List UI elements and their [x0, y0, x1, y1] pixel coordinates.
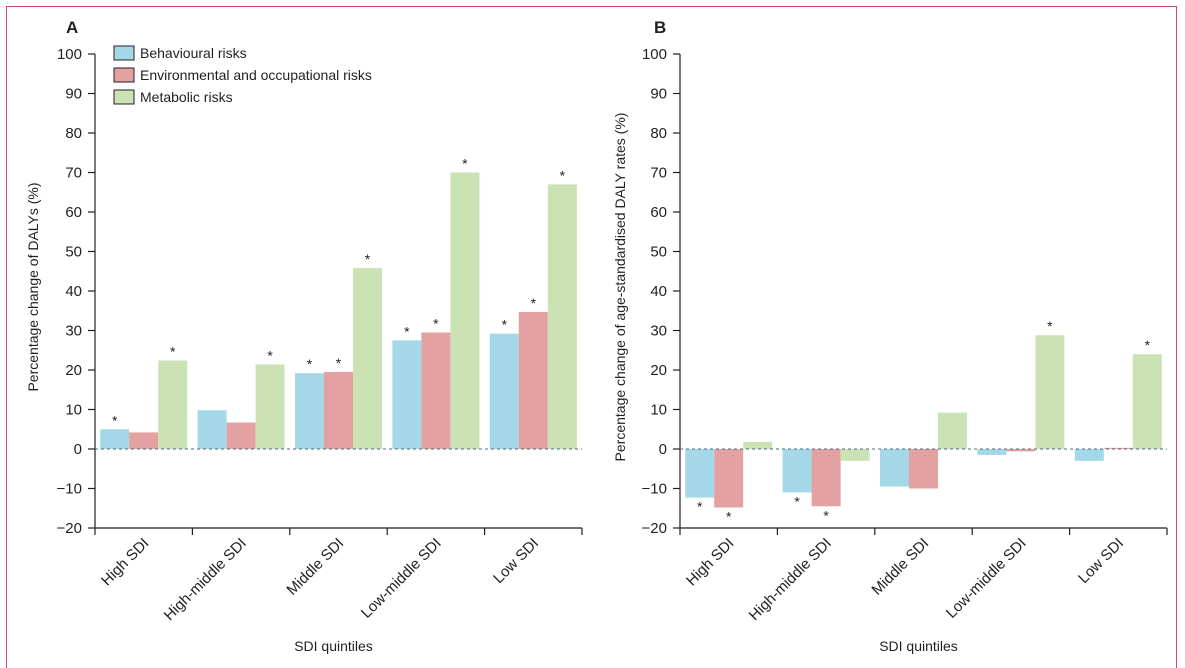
panel-a-x-tick-label: Middle SDI	[283, 535, 347, 599]
panel-b-significance-star: *	[1047, 318, 1053, 334]
panel-b-bar	[1103, 447, 1133, 449]
panel-b-bar	[1132, 354, 1162, 449]
panel-a-y-tick-label: 100	[57, 46, 82, 63]
panel-b-letter: B	[654, 18, 666, 37]
panel-b-y-tick-label: −20	[642, 520, 667, 537]
panel-b-x-tick-label: High SDI	[683, 535, 737, 589]
panel-b-y-tick-label: 80	[650, 125, 667, 142]
panel-b-y-tick-label: 90	[650, 86, 667, 103]
panel-b-bar	[811, 449, 841, 507]
panel-a-bar	[450, 172, 480, 449]
panel-a-significance-star: *	[531, 295, 537, 311]
panel-b-significance-star: *	[1145, 337, 1151, 353]
panel-a-bar	[324, 371, 353, 449]
panel-a-significance-star: *	[462, 156, 468, 172]
panel-a-significance-star: *	[560, 167, 566, 183]
panel-b-y-tick-label: 100	[642, 46, 667, 63]
panel-b-bar	[685, 449, 715, 498]
panel-b-bar	[1035, 335, 1065, 449]
panel-a-y-tick-label: 70	[65, 165, 82, 182]
panel-a-significance-star: *	[404, 323, 410, 339]
panel-b-y-tick-label: 60	[650, 204, 667, 221]
panel-a-y-tick-label: 0	[74, 441, 82, 458]
panel-b-y-tick-label: 10	[650, 402, 667, 419]
panel-b-y-tick-label: −10	[642, 481, 667, 498]
panel-a-bar	[353, 268, 382, 449]
panel-b-y-tick-label: 50	[650, 244, 667, 261]
panel-a-significance-star: *	[502, 317, 508, 333]
panel-b-y-tick-label: 30	[650, 323, 667, 340]
panel-a-bar	[392, 340, 422, 449]
panel-a-y-tick-label: 50	[65, 244, 82, 261]
panel-a-significance-star: *	[307, 356, 313, 372]
panel-b-bar	[938, 412, 967, 449]
panel-b-bar	[743, 441, 773, 449]
panel-a-y-tick-label: 40	[65, 283, 82, 300]
panel-b-bar	[977, 449, 1007, 455]
panel-a-y-tick-label: 80	[65, 125, 82, 142]
panel-a-legend-label: Metabolic risks	[140, 89, 233, 105]
panel-b-bar	[880, 449, 909, 487]
panel-a-significance-star: *	[170, 344, 176, 360]
panel-a-significance-star: *	[267, 347, 273, 363]
panel-a-bar	[255, 364, 285, 449]
panel-a-legend-swatch	[113, 67, 135, 83]
panel-a-bar	[421, 332, 451, 449]
figure-frame	[6, 6, 1177, 668]
panel-a-significance-star: *	[112, 412, 118, 428]
panel-b-x-tick-label: High-middle SDI	[746, 535, 835, 624]
panel-a-significance-star: *	[336, 355, 342, 371]
panel-a-bar	[100, 429, 130, 449]
panel-a-x-tick-label: High-middle SDI	[161, 535, 250, 624]
panel-b-x-tick-label: Low-middle SDI	[943, 535, 1030, 622]
panel-b-bar	[782, 449, 812, 493]
panel-b-bar	[1006, 449, 1036, 452]
panel-b-y-tick-label: 40	[650, 283, 667, 300]
panel-a-y-tick-label: 60	[65, 204, 82, 221]
panel-b-significance-star: *	[726, 508, 732, 524]
panel-b-y-tick-label: 70	[650, 165, 667, 182]
panel-a-legend-label: Behavioural risks	[140, 45, 247, 61]
panel-a-y-axis-title: Percentage change of DALYs (%)	[25, 182, 41, 391]
panel-b-x-tick-label: Low SDI	[1075, 535, 1127, 587]
panel-a-bar	[295, 373, 324, 449]
panel-a-y-tick-label: 10	[65, 402, 82, 419]
panel-a-significance-star: *	[433, 315, 439, 331]
panel-b-bar	[714, 449, 744, 508]
panel-a-y-tick-label: 20	[65, 362, 82, 379]
panel-a-legend-label: Environmental and occupational risks	[140, 67, 372, 83]
panel-a-bar	[226, 422, 256, 449]
panel-a-legend-swatch	[113, 89, 135, 105]
panel-a-bar	[489, 333, 519, 449]
panel-b-y-tick-label: 0	[659, 441, 667, 458]
panel-a-bar	[197, 410, 227, 449]
panel-a-y-tick-label: 30	[65, 323, 82, 340]
panel-a-y-tick-label: −10	[57, 481, 82, 498]
panel-a-x-tick-label: Low-middle SDI	[358, 535, 445, 622]
panel-a-significance-star: *	[365, 251, 371, 267]
panel-a-y-tick-label: 90	[65, 86, 82, 103]
panel-a-bar	[547, 184, 577, 449]
panel-a-y-tick-label: −20	[57, 520, 82, 537]
panel-a-x-tick-label: High SDI	[98, 535, 152, 589]
panel-a-letter: A	[66, 18, 78, 37]
panel-b-y-axis-title: Percentage change of age-standardised DA…	[612, 113, 628, 462]
panel-a-bar	[158, 360, 188, 449]
panel-a-bar	[129, 432, 159, 449]
panel-b-significance-star: *	[697, 499, 703, 515]
panel-a-x-tick-label: Low SDI	[490, 535, 542, 587]
panel-b-x-tick-label: Middle SDI	[868, 535, 932, 599]
panel-b-significance-star: *	[823, 507, 829, 523]
panel-b-bar	[1074, 449, 1104, 461]
panel-a-bar	[518, 311, 548, 449]
panel-b-significance-star: *	[794, 493, 800, 509]
panel-b-bar	[909, 449, 938, 489]
panel-b-bar	[840, 449, 870, 461]
panel-b-x-axis-title: SDI quintiles	[879, 638, 958, 654]
panel-a-x-axis-title: SDI quintiles	[294, 638, 373, 654]
panel-b-y-tick-label: 20	[650, 362, 667, 379]
panel-a-legend-swatch	[113, 45, 135, 61]
